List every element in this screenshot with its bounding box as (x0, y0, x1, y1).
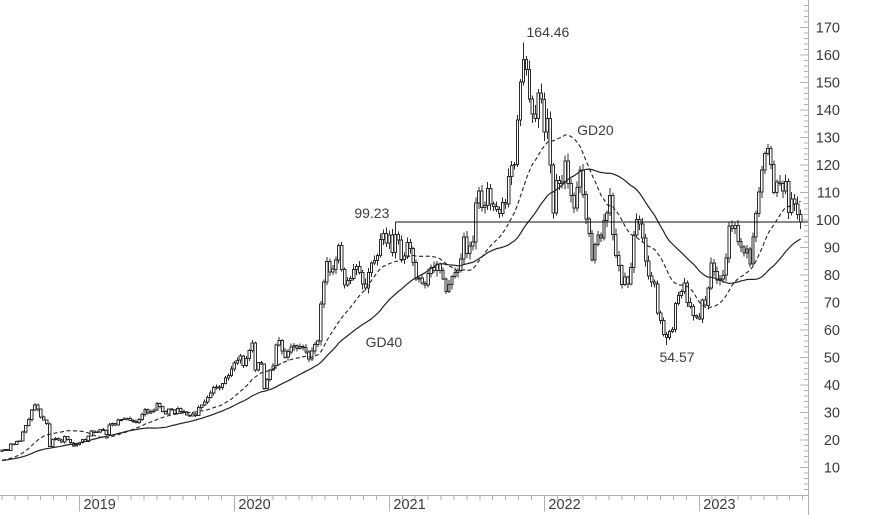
gd20-sma-line (1, 134, 801, 461)
chart-plot-area[interactable] (0, 0, 808, 495)
gd20-line-label: GD20 (577, 121, 614, 138)
x-axis-tick-label: 2021 (393, 497, 425, 513)
y-axis-tick-label: 140 (816, 103, 840, 119)
trough-price-label: 54.57 (659, 348, 695, 365)
gd40-sma-line (1, 168, 801, 462)
y-axis-tick-label: 170 (816, 21, 840, 37)
x-axis-tick-label: 2020 (238, 497, 270, 513)
y-axis-tick-label: 120 (816, 158, 840, 174)
resistance-price-label: 99.23 (354, 204, 390, 221)
y-axis-tick-label: 80 (824, 268, 840, 284)
x-axis-tick-label: 2023 (703, 497, 735, 513)
y-axis-tick-label: 150 (816, 76, 840, 92)
y-axis-tick-label: 30 (824, 406, 840, 422)
x-axis-tick-label: 2019 (84, 497, 116, 513)
y-axis-tick-label: 50 (824, 351, 840, 367)
gd40-line-label: GD40 (365, 333, 403, 350)
y-axis-tick-label: 100 (816, 213, 840, 229)
y-axis-tick-label: 70 (824, 296, 840, 312)
y-axis-tick-label: 90 (824, 241, 840, 257)
y-axis-tick-label: 60 (824, 323, 840, 339)
y-axis-tick-label: 40 (824, 378, 840, 394)
y-axis-tick-label: 130 (816, 131, 840, 147)
y-axis-tick-label: 10 (824, 461, 840, 477)
y-axis-tick-label: 110 (817, 186, 840, 202)
y-axis-tick-label: 160 (816, 48, 840, 64)
y-axis-tick-label: 20 (824, 433, 840, 449)
peak-price-label: 164.46 (526, 23, 570, 40)
x-axis-tick-label: 2022 (548, 497, 580, 513)
